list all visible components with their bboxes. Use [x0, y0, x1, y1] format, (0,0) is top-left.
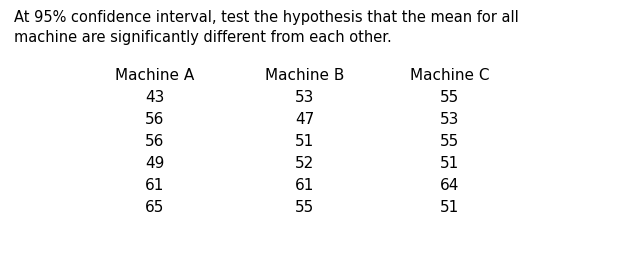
Text: 55: 55: [295, 200, 315, 215]
Text: 51: 51: [440, 156, 460, 171]
Text: 43: 43: [145, 90, 165, 105]
Text: 61: 61: [295, 178, 315, 193]
Text: 55: 55: [440, 134, 460, 149]
Text: 47: 47: [295, 112, 315, 127]
Text: 65: 65: [145, 200, 165, 215]
Text: 61: 61: [145, 178, 165, 193]
Text: Machine A: Machine A: [115, 68, 195, 83]
Text: 64: 64: [440, 178, 460, 193]
Text: machine are significantly different from each other.: machine are significantly different from…: [14, 30, 392, 45]
Text: 53: 53: [295, 90, 315, 105]
Text: 56: 56: [145, 134, 165, 149]
Text: Machine B: Machine B: [265, 68, 345, 83]
Text: 51: 51: [295, 134, 315, 149]
Text: 56: 56: [145, 112, 165, 127]
Text: 49: 49: [145, 156, 165, 171]
Text: 53: 53: [440, 112, 460, 127]
Text: 51: 51: [440, 200, 460, 215]
Text: 52: 52: [295, 156, 315, 171]
Text: 55: 55: [440, 90, 460, 105]
Text: At 95% confidence interval, test the hypothesis that the mean for all: At 95% confidence interval, test the hyp…: [14, 10, 519, 25]
Text: Machine C: Machine C: [410, 68, 490, 83]
